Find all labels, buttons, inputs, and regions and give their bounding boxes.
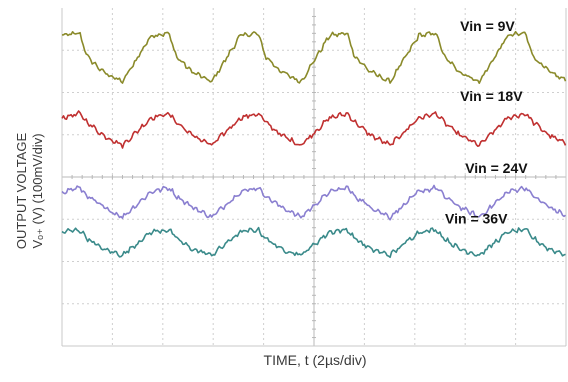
y-axis-label: OUTPUT VOLTAGE Vₒ₊ (V) (100mV/div) — [0, 0, 60, 382]
trace-line — [61, 226, 566, 259]
annotations: Vin = 9V Vin = 18V Vin = 24V Vin = 36V — [445, 18, 528, 226]
y-axis-label-line1: OUTPUT VOLTAGE — [14, 132, 29, 250]
annotation-label: Vin = 9V — [460, 18, 515, 34]
grid — [61, 8, 567, 347]
y-axis-label-line2: Vₒ₊ (V) (100mV/div) — [30, 133, 45, 249]
trace-line — [61, 110, 567, 149]
traces — [61, 30, 567, 259]
annotation-label: Vin = 36V — [445, 210, 508, 226]
x-axis-label: TIME, t (2µs/div) — [263, 352, 367, 368]
annotation-label: Vin = 18V — [460, 88, 523, 104]
trace-line — [61, 184, 566, 221]
trace-line — [61, 30, 567, 84]
annotation-label: Vin = 24V — [465, 160, 528, 176]
